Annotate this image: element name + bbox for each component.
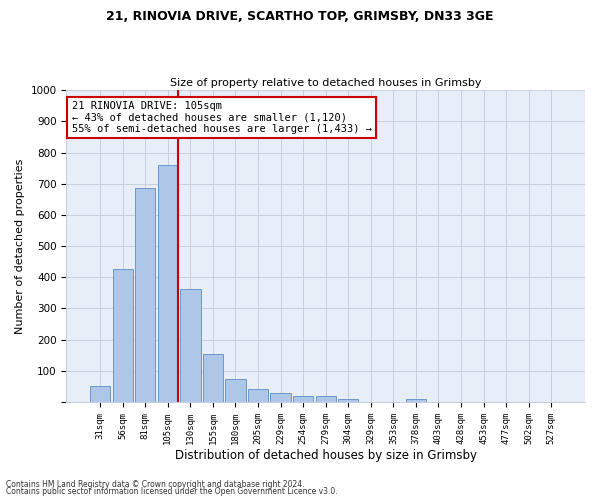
Bar	[293, 396, 313, 402]
Text: 21 RINOVIA DRIVE: 105sqm
← 43% of detached houses are smaller (1,120)
55% of sem: 21 RINOVIA DRIVE: 105sqm ← 43% of detach…	[71, 101, 371, 134]
Text: Contains public sector information licensed under the Open Government Licence v3: Contains public sector information licen…	[6, 487, 338, 496]
Bar	[406, 399, 426, 402]
Bar	[180, 289, 200, 402]
Y-axis label: Number of detached properties: Number of detached properties	[15, 158, 25, 334]
Bar	[113, 270, 133, 402]
Bar	[203, 354, 223, 402]
Bar	[90, 386, 110, 402]
Bar	[135, 188, 155, 402]
Bar	[271, 393, 291, 402]
Text: Contains HM Land Registry data © Crown copyright and database right 2024.: Contains HM Land Registry data © Crown c…	[6, 480, 305, 489]
Bar	[226, 378, 245, 402]
Text: 21, RINOVIA DRIVE, SCARTHO TOP, GRIMSBY, DN33 3GE: 21, RINOVIA DRIVE, SCARTHO TOP, GRIMSBY,…	[106, 10, 494, 23]
Bar	[158, 165, 178, 402]
Title: Size of property relative to detached houses in Grimsby: Size of property relative to detached ho…	[170, 78, 481, 88]
Bar	[338, 399, 358, 402]
X-axis label: Distribution of detached houses by size in Grimsby: Distribution of detached houses by size …	[175, 450, 477, 462]
Bar	[248, 389, 268, 402]
Bar	[316, 396, 336, 402]
